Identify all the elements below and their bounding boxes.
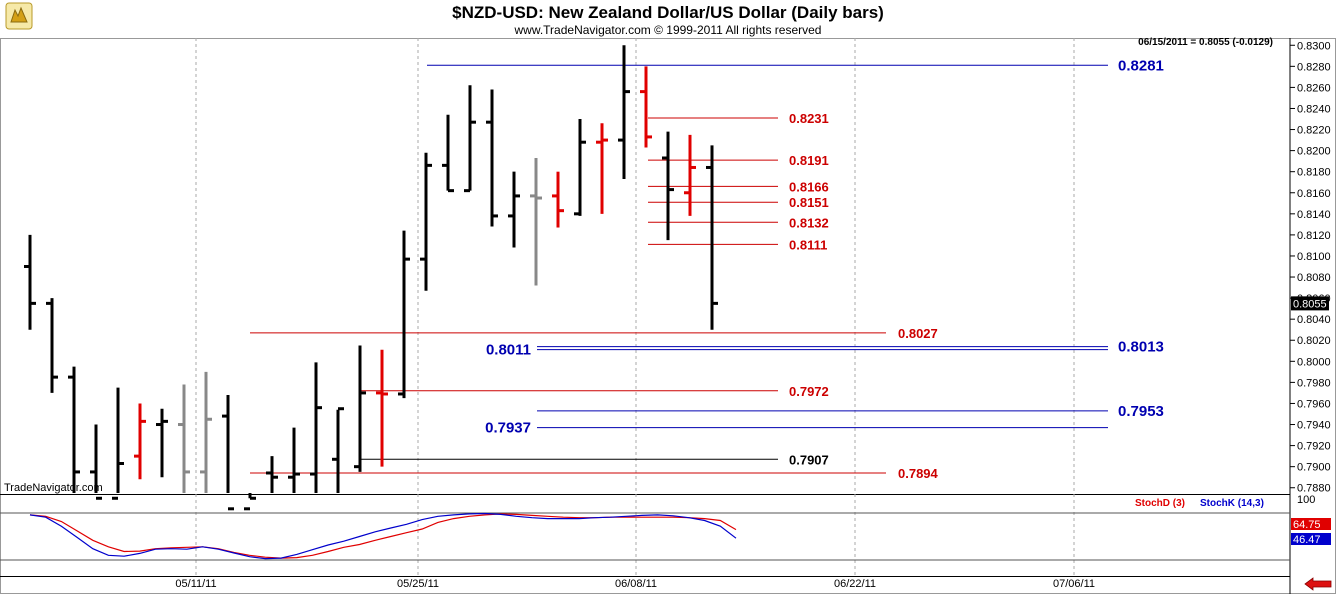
y-tick-label: 0.8260: [1297, 82, 1331, 94]
ohlc-bar: [354, 345, 366, 472]
chart-frame: [0, 38, 1336, 594]
ohlc-bar: [332, 407, 344, 493]
x-tick-label: 05/25/11: [397, 578, 439, 590]
ohlc-bar: [662, 131, 674, 241]
level-label: 0.7953: [1118, 403, 1164, 420]
x-tick-label: 06/22/11: [834, 578, 876, 590]
ohlc-bar: [574, 119, 586, 216]
level-label: 0.7894: [898, 466, 939, 481]
trade-navigator-logo-icon[interactable]: [5, 2, 33, 30]
y-tick-label: 0.8180: [1297, 167, 1331, 179]
ohlc-bar: [178, 384, 190, 493]
level-label: 0.8151: [789, 195, 829, 210]
ohlc-bar: [552, 171, 564, 228]
level-label: 0.8231: [789, 111, 829, 126]
x-tick-label: 06/08/11: [615, 578, 657, 590]
y-tick-label: 0.8220: [1297, 125, 1331, 137]
y-tick-label: 0.8000: [1297, 356, 1331, 368]
last-price-box: [1291, 296, 1329, 311]
level-label: 0.8011: [486, 342, 531, 359]
level-label: 0.7937: [485, 420, 531, 437]
ohlc-bar: [46, 298, 58, 393]
y-tick-label: 0.8080: [1297, 272, 1331, 284]
stochd-value-box: [1291, 518, 1331, 530]
ohlc-bar: [684, 134, 696, 216]
y-tick-label: 0.7880: [1297, 483, 1331, 495]
chart-title: $NZD-USD: New Zealand Dollar/US Dollar (…: [452, 3, 884, 22]
stochk-value-box: [1291, 533, 1331, 545]
osc-y-label: 100: [1297, 494, 1315, 506]
ohlc-bar: [398, 230, 410, 399]
watermark: TradeNavigator.com: [4, 482, 103, 494]
ohlc-bar: [618, 45, 630, 180]
ohlc-bar: [134, 403, 146, 480]
y-tick-label: 0.8140: [1297, 209, 1331, 221]
ohlc-bar: [464, 85, 476, 193]
ohlc-bar: [420, 152, 432, 291]
ohlc-bar: [288, 427, 300, 493]
y-tick-label: 0.8100: [1297, 251, 1331, 263]
ohlc-bar: [530, 157, 542, 286]
ohlc-bar: [376, 349, 388, 467]
ohlc-bar: [244, 493, 256, 511]
ohlc-bar: [706, 145, 718, 330]
y-tick-label: 0.8040: [1297, 314, 1331, 326]
ohlc-bar: [508, 171, 520, 248]
ohlc-bar: [112, 387, 124, 500]
x-tick-label: 07/06/11: [1053, 578, 1095, 590]
y-tick-label: 0.8300: [1297, 40, 1331, 52]
chart-subtitle: www.TradeNavigator.com © 1999-2011 All r…: [514, 23, 822, 37]
legend-stochd: StochD (3): [1135, 498, 1185, 509]
stochd-value-label: 64.75: [1293, 519, 1321, 531]
ohlc-bar: [90, 424, 102, 500]
ohlc-bar: [222, 395, 234, 511]
y-tick-label: 0.7920: [1297, 441, 1331, 453]
last-price-label: 0.8055: [1293, 298, 1327, 310]
y-tick-label: 0.8200: [1297, 146, 1331, 158]
level-label: 0.7907: [789, 452, 829, 467]
legend-stochk: StochK (14,3): [1200, 498, 1264, 509]
ohlc-bar: [310, 362, 322, 493]
ohlc-bar: [266, 456, 278, 493]
x-tick-label: 05/11/11: [175, 578, 216, 590]
y-tick-label: 0.8240: [1297, 103, 1331, 115]
y-tick-label: 0.8020: [1297, 335, 1331, 347]
ohlc-bar: [68, 366, 80, 493]
ohlc-bar: [640, 66, 652, 148]
stochk-value-label: 46.47: [1293, 534, 1321, 546]
ohlc-bar: [486, 89, 498, 227]
ohlc-bar: [596, 123, 608, 214]
ohlc-bar: [156, 408, 168, 478]
level-label: 0.8027: [898, 326, 938, 341]
level-label: 0.7972: [789, 384, 829, 399]
y-tick-label: 0.8120: [1297, 230, 1331, 242]
y-tick-label: 0.7900: [1297, 462, 1331, 474]
y-tick-label: 0.7960: [1297, 398, 1331, 410]
level-label: 0.8281: [1118, 57, 1164, 74]
level-label: 0.8191: [789, 153, 829, 168]
back-arrow-icon[interactable]: [1304, 577, 1332, 591]
price-readout: 06/15/2011 = 0.8055 (-0.0129): [1138, 37, 1273, 48]
y-tick-label: 0.7980: [1297, 377, 1331, 389]
level-label: 0.8111: [789, 237, 827, 252]
y-tick-label: 0.8280: [1297, 61, 1331, 73]
y-tick-label: 0.7940: [1297, 420, 1331, 432]
ohlc-bar: [200, 371, 212, 493]
level-label: 0.8132: [789, 215, 829, 230]
osc-series-line: [29, 512, 737, 560]
osc-series-line: [29, 513, 737, 559]
y-tick-label: 0.8160: [1297, 188, 1331, 200]
level-label: 0.8166: [789, 179, 829, 194]
ohlc-bar: [442, 114, 454, 193]
ohlc-bar: [24, 234, 36, 330]
level-label: 0.8013: [1118, 339, 1164, 356]
